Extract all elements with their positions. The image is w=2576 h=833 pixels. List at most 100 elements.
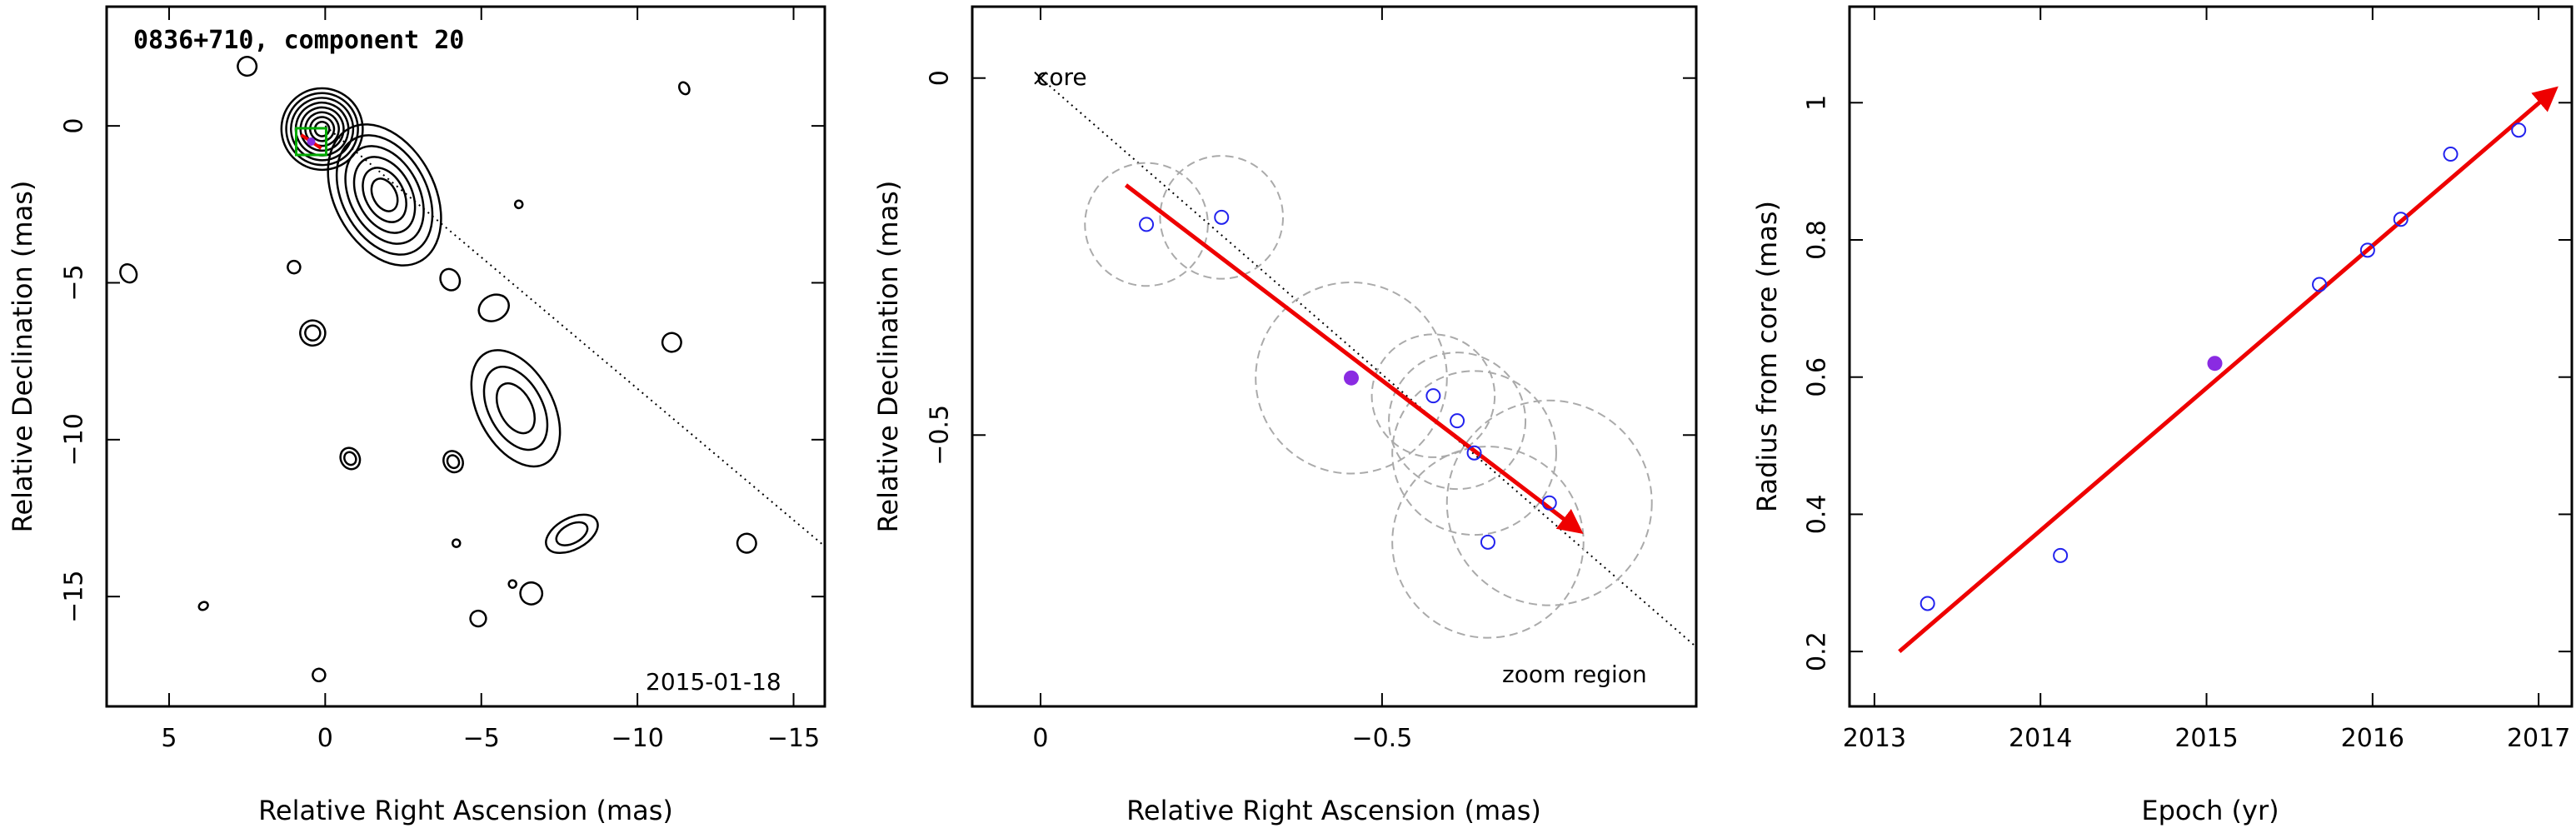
- jet-direction-line: [1040, 77, 1696, 649]
- contour-level: [507, 579, 517, 589]
- motion-trend-arrow: [1124, 183, 1584, 535]
- radius-data-point: [2393, 212, 2409, 227]
- contour-map-x-tick-label: −5: [463, 724, 500, 753]
- radius-data-point: [2053, 547, 2069, 563]
- component-position-point: [1214, 209, 1230, 225]
- contour-map-plot-area: [119, 56, 826, 683]
- zoom-region-x-axis-title: Relative Right Ascension (mas): [1126, 795, 1541, 826]
- contour-level: [439, 267, 462, 292]
- radius-epoch-y-tick-label: 1: [1803, 95, 1832, 111]
- radius-data-point: [1920, 596, 1935, 611]
- radius-epoch-x-tick-label: 2013: [1843, 724, 1906, 753]
- radius-epoch-x-tick-label: 2016: [2341, 724, 2404, 753]
- jet-direction-line: [324, 125, 826, 547]
- radius-epoch-plot-area: [1898, 86, 2559, 654]
- contour-level: [495, 382, 537, 435]
- component-position-point: [1139, 217, 1155, 232]
- contour-map-y-tick-label: −10: [60, 413, 89, 466]
- zoom-region-panel: 0 −0.5 0 −0.5 core zoom region Relative Rig…: [872, 5, 1698, 826]
- radius-epoch-x-tick-label: 2017: [2507, 724, 2570, 753]
- contour-level: [197, 601, 209, 611]
- contour-map-x-tick-label: −15: [767, 724, 820, 753]
- radius-epoch-x-tick-label: 2015: [2174, 724, 2238, 753]
- contour-map-y-axis-title: Relative Declination (mas): [7, 181, 38, 533]
- contour-map-frame: [105, 5, 826, 708]
- component-position-point: [1466, 445, 1482, 461]
- contour-level: [678, 81, 691, 96]
- contour-level: [362, 167, 407, 223]
- contour-level: [237, 56, 258, 77]
- highlighted-radius-point: [2207, 356, 2223, 372]
- contour-level: [661, 332, 682, 353]
- zoom-region-label: zoom region: [1502, 661, 1647, 688]
- contour-map-x-tick-label: 5: [161, 724, 177, 753]
- contour-level: [545, 513, 599, 555]
- contour-map-y-tick-label: 0: [60, 118, 89, 134]
- radius-epoch-y-axis-title: Radius from core (mas): [1751, 201, 1783, 512]
- component-size-circle: [1370, 333, 1496, 458]
- radius-epoch-x-tick-label: 2014: [2009, 724, 2072, 753]
- component-size-circle: [1445, 399, 1653, 606]
- component-marker-point: [307, 137, 316, 146]
- radius-data-point: [2359, 242, 2375, 258]
- contour-level: [442, 450, 464, 474]
- contour-map-x-axis-title: Relative Right Ascension (mas): [258, 795, 673, 826]
- radius-data-point: [2312, 277, 2328, 292]
- zoom-region-frame: [971, 5, 1698, 708]
- radius-epoch-panel: 2013 2014 2015 2016 2017 0.2 0.4 0.6 0.8 1 Epoch …: [1751, 5, 2574, 826]
- contour-map-ticks: 5 0 −5 −10 −15 0 −5 −10 −15: [60, 7, 825, 753]
- zoom-region-y-axis-title: Relative Declination (mas): [872, 181, 904, 533]
- contour-level: [555, 521, 589, 546]
- core-marker: [1034, 72, 1047, 85]
- zoom-region-y-tick-label: −0.5: [926, 405, 955, 466]
- component-position-point: [1541, 495, 1557, 511]
- contour-level: [446, 454, 461, 470]
- contour-map-x-tick-label: −10: [611, 724, 663, 753]
- component-size-circle: [1391, 446, 1585, 639]
- contour-level: [280, 87, 364, 172]
- contour-map-title: 0836+710, component 20: [133, 26, 464, 55]
- contour-map-panel: 5 0 −5 −10 −15 0 −5 −10 −15 0836+710, component …: [7, 5, 826, 826]
- contour-level: [352, 156, 417, 234]
- component-position-point: [1425, 388, 1441, 404]
- component-size-circle: [1391, 370, 1557, 536]
- radius-data-point: [2443, 147, 2459, 162]
- radius-epoch-y-tick-label: 0.4: [1803, 495, 1832, 535]
- radius-epoch-y-tick-label: 0.2: [1803, 631, 1832, 671]
- contour-level: [470, 349, 562, 468]
- contour-level: [309, 116, 336, 142]
- contour-level: [299, 319, 327, 347]
- component-size-circle: [1084, 162, 1209, 287]
- contour-map-y-tick-label: −15: [60, 571, 89, 623]
- contour-level: [370, 177, 399, 212]
- highlighted-position-point: [1343, 370, 1359, 386]
- contour-level: [513, 199, 524, 210]
- component-size-circle: [1255, 281, 1448, 475]
- contour-level: [344, 145, 425, 245]
- radius-epoch-ticks: 2013 2014 2015 2016 2017 0.2 0.4 0.6 0.8 1: [1803, 7, 2572, 753]
- zoom-region-ticks: 0 −0.5 0 −0.5: [926, 7, 1696, 753]
- contour-map-y-tick-label: −5: [60, 264, 89, 301]
- radius-trend-arrow: [1898, 86, 2559, 654]
- radius-epoch-x-axis-title: Epoch (yr): [2141, 795, 2279, 826]
- zoom-region-plot-area: [1034, 72, 1696, 649]
- component-position-point: [1450, 413, 1465, 429]
- component-position-point: [1480, 534, 1495, 550]
- core-label: core: [1036, 63, 1087, 91]
- contour-level: [119, 263, 138, 284]
- contour-level: [452, 538, 462, 548]
- contour-level: [477, 293, 510, 322]
- contour-map-x-tick-label: 0: [317, 724, 333, 753]
- contour-level: [312, 667, 327, 683]
- contour-level: [469, 609, 487, 628]
- radius-data-point: [2511, 122, 2527, 138]
- radius-epoch-y-tick-label: 0.8: [1803, 220, 1832, 260]
- contour-level: [290, 97, 355, 162]
- contour-level: [482, 366, 549, 451]
- contour-level: [343, 451, 357, 466]
- contour-level: [304, 324, 322, 342]
- contour-level: [519, 581, 544, 606]
- radius-epoch-frame: [1848, 5, 2574, 708]
- zoom-region-x-tick-label: 0: [1032, 724, 1048, 753]
